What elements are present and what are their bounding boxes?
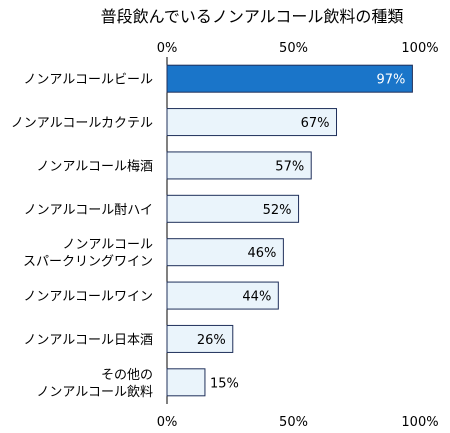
- bar: [166, 238, 284, 267]
- top-axis: 0% 50% 100%: [157, 41, 439, 56]
- category-label: その他の: [101, 368, 153, 383]
- top-tick-label: 100%: [401, 41, 438, 56]
- chart-title: 普段飲んでいるノンアルコール飲料の種類: [101, 7, 404, 26]
- bottom-tick-label: 100%: [401, 415, 438, 430]
- category-label: スパークリングワイン: [23, 255, 153, 270]
- category-label: ノンアルコール梅酒: [36, 159, 153, 174]
- category-label: ノンアルコールワイン: [23, 290, 153, 305]
- category-label: ノンアルコール: [62, 238, 153, 253]
- bar: [166, 368, 206, 397]
- data-label: 57%: [275, 159, 304, 174]
- data-label: 46%: [247, 246, 276, 261]
- category-label: ノンアルコール飲料: [36, 384, 153, 400]
- bottom-tick-label: 0%: [157, 415, 178, 430]
- top-tick-label: 0%: [157, 41, 178, 56]
- category-label: ノンアルコールビール: [23, 73, 153, 88]
- category-label: ノンアルコール日本酒: [23, 333, 153, 348]
- bar: [166, 194, 300, 223]
- bar: [166, 151, 312, 180]
- data-label: 15%: [210, 376, 239, 391]
- category-label: ノンアルコール酎ハイ: [24, 203, 153, 218]
- data-label: 67%: [301, 116, 330, 131]
- bar: [166, 108, 338, 137]
- data-label: 97%: [377, 73, 406, 88]
- data-label: 52%: [263, 203, 292, 218]
- bottom-tick-label: 50%: [279, 415, 308, 430]
- data-label: 44%: [242, 290, 271, 305]
- bar: [166, 281, 279, 310]
- bars-group: ノンアルコールビール 97% ノンアルコールカクテル 67% ノンアルコール梅酒 57% ノ…: [11, 64, 413, 400]
- bottom-axis: 0% 50% 100%: [157, 415, 439, 430]
- category-label: ノンアルコールカクテル: [11, 116, 153, 131]
- data-label: 26%: [197, 333, 226, 348]
- bar: [166, 324, 234, 353]
- bar: [166, 64, 413, 93]
- top-tick-label: 50%: [279, 41, 308, 56]
